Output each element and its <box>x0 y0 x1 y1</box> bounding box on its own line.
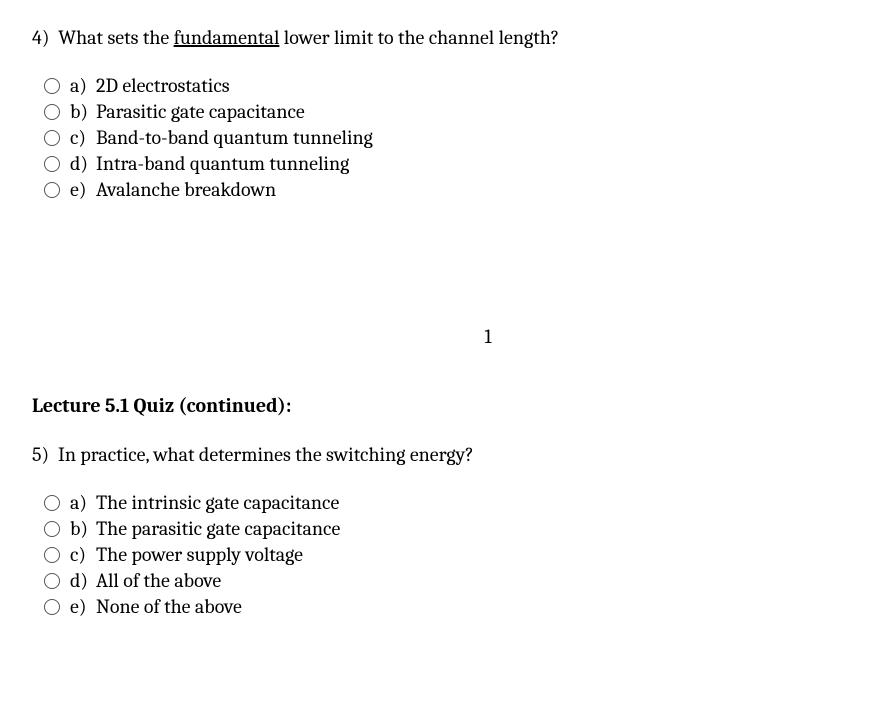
option-text: None of the above <box>96 594 844 620</box>
question-4-number: 4) <box>32 26 49 49</box>
option-row[interactable]: d) All of the above <box>44 568 844 594</box>
option-letter: a) <box>70 490 96 516</box>
question-4-underlined: fundamental <box>174 26 280 49</box>
option-letter: d) <box>70 568 96 594</box>
option-letter: b) <box>70 516 96 542</box>
option-text: Intra-band quantum tunneling <box>96 151 844 177</box>
option-letter: e) <box>70 177 96 203</box>
option-text: The power supply voltage <box>96 542 844 568</box>
option-letter: c) <box>70 125 96 151</box>
section-title: Lecture 5.1 Quiz (continued): <box>32 392 844 419</box>
question-5-options: a) The intrinsic gate capacitance b) The… <box>44 490 844 620</box>
radio-icon[interactable] <box>44 521 60 537</box>
option-row[interactable]: a) The intrinsic gate capacitance <box>44 490 844 516</box>
radio-icon[interactable] <box>44 104 60 120</box>
option-text: The parasitic gate capacitance <box>96 516 844 542</box>
option-text: 2D electrostatics <box>96 73 844 99</box>
option-row[interactable]: d) Intra-band quantum tunneling <box>44 151 844 177</box>
question-5: 5) In practice, what determines the swit… <box>32 441 844 620</box>
radio-icon[interactable] <box>44 573 60 589</box>
option-letter: e) <box>70 594 96 620</box>
option-letter: b) <box>70 99 96 125</box>
page-number: 1 <box>32 323 844 350</box>
option-row[interactable]: c) Band-to-band quantum tunneling <box>44 125 844 151</box>
option-text: The intrinsic gate capacitance <box>96 490 844 516</box>
radio-icon[interactable] <box>44 130 60 146</box>
question-5-number: 5) <box>32 443 49 466</box>
option-row[interactable]: c) The power supply voltage <box>44 542 844 568</box>
question-4-text: 4) What sets the fundamental lower limit… <box>32 24 844 51</box>
question-5-text: 5) In practice, what determines the swit… <box>32 441 844 468</box>
option-row[interactable]: e) None of the above <box>44 594 844 620</box>
option-text: Avalanche breakdown <box>96 177 844 203</box>
option-letter: d) <box>70 151 96 177</box>
radio-icon[interactable] <box>44 182 60 198</box>
question-4-text-before: What sets the <box>58 26 173 49</box>
question-4-text-after: lower limit to the channel length? <box>279 26 559 49</box>
option-letter: a) <box>70 73 96 99</box>
radio-icon[interactable] <box>44 599 60 615</box>
option-text: Parasitic gate capacitance <box>96 99 844 125</box>
option-text: All of the above <box>96 568 844 594</box>
option-row[interactable]: b) The parasitic gate capacitance <box>44 516 844 542</box>
option-row[interactable]: b) Parasitic gate capacitance <box>44 99 844 125</box>
option-row[interactable]: e) Avalanche breakdown <box>44 177 844 203</box>
option-text: Band-to-band quantum tunneling <box>96 125 844 151</box>
option-row[interactable]: a) 2D electrostatics <box>44 73 844 99</box>
question-4: 4) What sets the fundamental lower limit… <box>32 24 844 203</box>
question-5-full-text: In practice, what determines the switchi… <box>58 443 474 466</box>
option-letter: c) <box>70 542 96 568</box>
question-4-options: a) 2D electrostatics b) Parasitic gate c… <box>44 73 844 203</box>
radio-icon[interactable] <box>44 156 60 172</box>
radio-icon[interactable] <box>44 495 60 511</box>
radio-icon[interactable] <box>44 78 60 94</box>
radio-icon[interactable] <box>44 547 60 563</box>
